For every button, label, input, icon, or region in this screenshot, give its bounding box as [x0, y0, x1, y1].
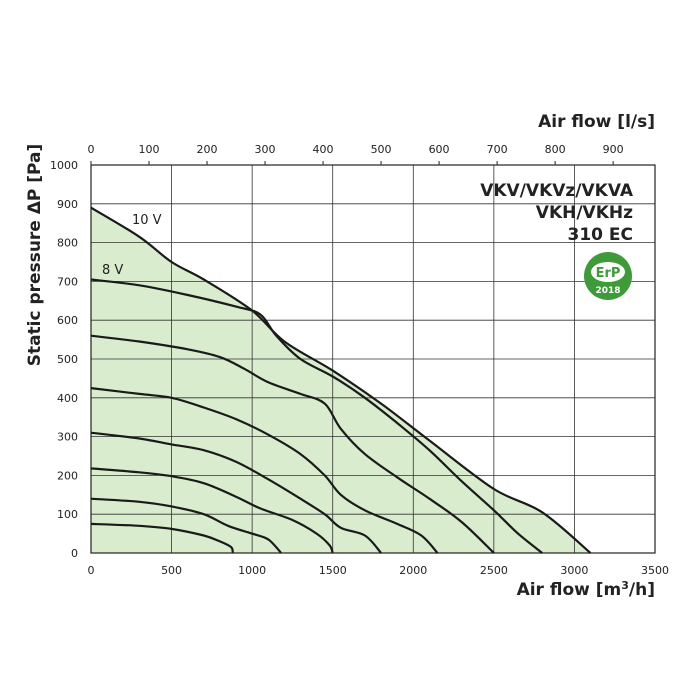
fan-curve [90, 387, 439, 554]
x2-tick-label: 700 [487, 143, 508, 156]
plot-frame [90, 164, 656, 554]
fan-curve [90, 522, 234, 554]
x2-tick-label: 200 [197, 143, 218, 156]
y-tick-label: 200 [57, 469, 78, 482]
fan-curve [90, 206, 592, 554]
y-axis-title: Static pressure ΔP [Pa] [25, 144, 45, 367]
grid [91, 165, 655, 553]
x-tick-label: 2000 [399, 564, 427, 577]
erp-badge-inner [591, 262, 625, 282]
y-tick-label: 700 [57, 275, 78, 288]
x-axis-title-end: /h] [629, 580, 655, 600]
y-tick-label: 900 [57, 198, 78, 211]
curve-label-8v: 8 V [102, 263, 123, 278]
x-axis-title: Air flow [m3/h] [517, 579, 655, 600]
model-title-line-1: VKV/VKVz/VKVA [480, 181, 634, 201]
fan-curve [90, 467, 334, 554]
x-tick-label: 0 [88, 564, 95, 577]
x2-tick-label: 100 [139, 143, 160, 156]
y-tick-label: 400 [57, 392, 78, 405]
erp-badge: ErP 2018 [584, 252, 632, 300]
model-title-line-3: 310 EC [568, 225, 634, 245]
x-tick-label: 2500 [480, 564, 508, 577]
fan-curve [90, 334, 495, 554]
curve-label-10v: 10 V [132, 213, 162, 228]
fan-curve [90, 278, 543, 554]
x-tick-label: 3000 [560, 564, 588, 577]
y-tick-label: 1000 [50, 159, 78, 172]
y-tick-label: 300 [57, 431, 78, 444]
x2-tick-label: 400 [313, 143, 334, 156]
fan-curves [90, 206, 592, 554]
fan-curve [90, 431, 382, 554]
plot-border [90, 164, 656, 554]
x2-tick-label: 800 [545, 143, 566, 156]
x-tick-label: 1500 [319, 564, 347, 577]
x2-tick-label: 600 [429, 143, 450, 156]
fan-curve [90, 497, 282, 554]
erp-badge-year: 2018 [595, 286, 620, 296]
model-title-line-2: VKH/VKHz [536, 203, 633, 223]
x2-tick-label: 500 [371, 143, 392, 156]
y-tick-label: 100 [57, 508, 78, 521]
y-tick-label: 500 [57, 353, 78, 366]
x2-tick-label: 0 [88, 143, 95, 156]
x2-tick-label: 300 [255, 143, 276, 156]
x-tick-label: 3500 [641, 564, 669, 577]
y-tick-label: 0 [71, 547, 78, 560]
x-axis-title-main: Air flow [m [517, 580, 622, 600]
x-axis-title-superscript: 3 [621, 579, 629, 592]
x-tick-label: 1000 [238, 564, 266, 577]
x2-tick-label: 900 [603, 143, 624, 156]
y-tick-label: 600 [57, 314, 78, 327]
x-tick-label: 500 [161, 564, 182, 577]
y-tick-label: 800 [57, 237, 78, 250]
erp-badge-text: ErP [596, 266, 621, 281]
x2-axis-title: Air flow [l/s] [538, 112, 655, 132]
